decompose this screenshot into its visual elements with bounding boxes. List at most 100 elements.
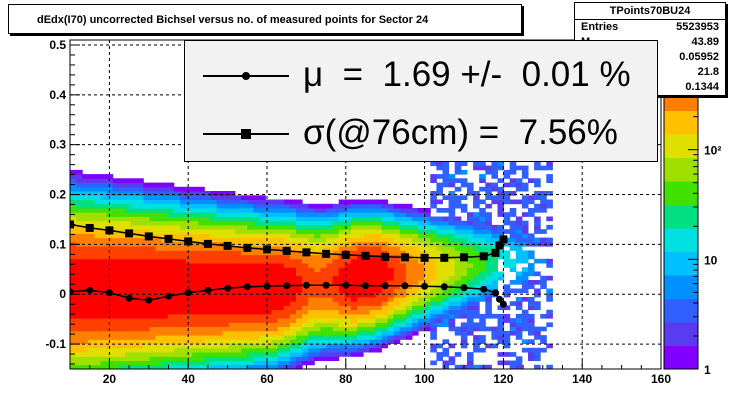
heatmap-cell [381,343,389,349]
heatmap-cell [161,203,169,209]
heatmap-cell [289,339,297,344]
heatmap-cell [94,182,101,188]
heatmap-cell [399,212,407,217]
heatmap-cell [76,313,83,319]
heatmap-cell [289,275,297,281]
heatmap-cell [308,203,315,209]
heatmap-cell [100,318,108,323]
heatmap-cell [94,220,101,226]
heatmap-cell [94,174,101,179]
heatmap-cell [296,313,303,319]
heatmap-cell [302,216,309,222]
heatmap-cell [149,305,156,311]
heatmap-cell [277,224,285,230]
heatmap-cell [277,347,285,353]
heatmap-cell [173,330,181,336]
heatmap-cell [173,305,181,311]
heatmap-cell [82,191,89,196]
heatmap-cell [271,199,279,205]
heatmap-cell [155,263,163,268]
heatmap-cell [497,254,505,260]
heatmap-cell [94,297,101,302]
heatmap-cell [216,322,224,328]
heatmap-cell [155,288,163,294]
heatmap-cell [234,356,242,361]
heatmap-cell [289,301,297,306]
heatmap-cell [375,339,382,344]
heatmap-cell [155,339,163,344]
heatmap-cell [503,241,511,247]
heatmap-cell [363,275,370,281]
heatmap-cell [198,360,205,366]
heatmap-cell [436,318,443,323]
heatmap-cell [369,313,376,319]
heatmap-cell [222,229,230,234]
heatmap-cell [467,275,474,281]
heatmap-cell [387,212,395,217]
heatmap-cell [82,263,89,268]
heatmap-cell [534,195,541,200]
heatmap-cell [503,191,511,196]
heatmap-cell [412,292,419,298]
y-tick-label: 0.5 [49,38,66,52]
heatmap-cell [350,224,358,230]
heatmap-cell [94,229,101,234]
series-point-mean [495,295,503,303]
heatmap-cell [491,224,498,230]
heatmap-cell [338,330,346,336]
heatmap-cell [393,297,401,302]
heatmap-cell [503,220,511,226]
heatmap-cell [155,352,163,357]
heatmap-cell [503,339,511,344]
heatmap-cell [253,267,260,272]
heatmap-cell [320,216,327,222]
heatmap-cell [216,360,224,366]
heatmap-cell [173,347,181,353]
heatmap-cell [70,322,77,328]
heatmap-cell [118,284,126,289]
heatmap-cell [76,203,83,209]
heatmap-cell [546,199,553,205]
heatmap-cell [216,203,224,209]
heatmap-cell [125,203,132,209]
heatmap-cell [320,229,327,234]
heatmap-cell [308,224,315,230]
heatmap-cell [363,216,370,222]
heatmap-cell [210,284,218,289]
heatmap-cell [460,275,468,281]
heatmap-cell [192,195,199,200]
heatmap-cell [289,254,297,260]
heatmap-cell [265,263,272,268]
heatmap-cell [363,237,370,243]
heatmap-cell [442,288,450,294]
heatmap-cell [259,220,266,226]
heatmap-cell [149,275,156,281]
heatmap-cell [369,343,376,349]
heatmap-cell [149,216,156,222]
heatmap-cell [350,246,358,251]
heatmap-cell [149,186,156,192]
heatmap-cell [412,233,419,239]
heatmap-cell [234,208,242,213]
heatmap-cell [222,322,230,328]
heatmap-cell [448,246,456,251]
heatmap-cell [314,326,321,332]
heatmap-cell [100,233,108,239]
heatmap-cell [350,216,358,222]
heatmap-cell [540,326,547,332]
heatmap-cell [204,301,211,306]
heatmap-cell [265,280,272,285]
heatmap-cell [143,347,150,353]
heatmap-cell [241,195,248,200]
series-point-mean [125,294,133,302]
heatmap-cell [277,280,285,285]
heatmap-cell [186,356,193,361]
heatmap-cell [271,258,279,264]
heatmap-cell [387,275,395,281]
heatmap-cell [479,186,486,192]
heatmap-cell [375,246,382,251]
heatmap-cell [314,258,321,264]
heatmap-cell [106,246,114,251]
heatmap-cell [125,347,132,353]
heatmap-cell [314,237,321,243]
